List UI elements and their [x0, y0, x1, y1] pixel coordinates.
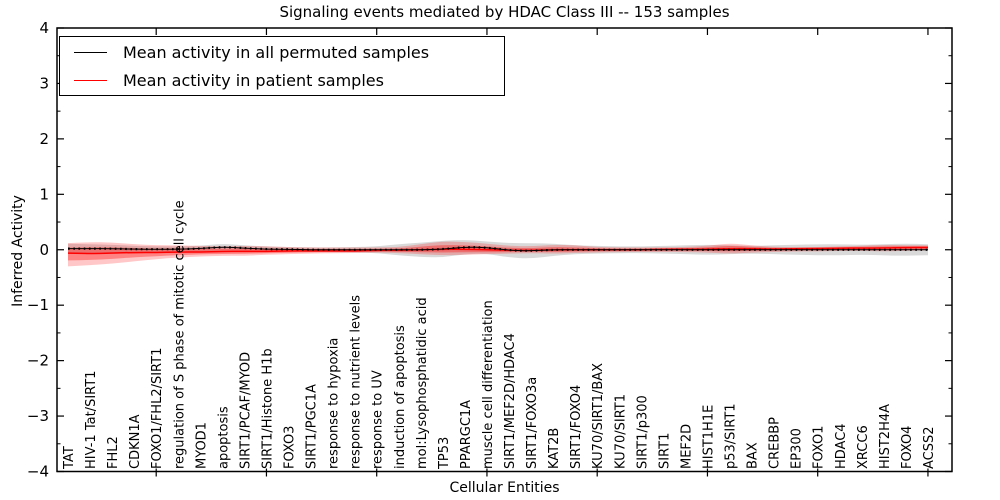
x-category-label: KU70/SIRT1/BAX [591, 363, 606, 469]
y-tick-label: 4 [39, 19, 49, 37]
x-category-label: TAT [62, 446, 77, 470]
x-axis-title: Cellular Entities [449, 480, 560, 496]
x-category-label: p53/SIRT1 [724, 403, 739, 469]
x-category-label: KU70/SIRT1 [613, 394, 628, 469]
x-category-label: SIRT1/FOXO4 [569, 385, 584, 469]
x-category-label: ACSS2 [922, 426, 937, 469]
x-category-label: SIRT1/FOXO3a [525, 377, 540, 469]
x-category-label: HIST1H1E [701, 405, 716, 469]
x-category-label: response to UV [371, 370, 386, 469]
x-category-label: response to hypoxia [327, 338, 342, 469]
y-tick-label: 1 [39, 185, 49, 203]
y-tick-label: 0 [39, 241, 49, 259]
x-category-label: TP53 [437, 437, 452, 470]
x-category-label: FOXO4 [900, 426, 915, 469]
x-category-label: response to nutrient levels [349, 295, 364, 469]
x-category-label: KAT2B [547, 428, 562, 469]
x-category-label: HDAC4 [834, 423, 849, 469]
x-category-label: apoptosis [216, 406, 231, 469]
legend-line-patient-icon [74, 79, 107, 81]
y-tick-label: 3 [39, 74, 49, 92]
x-category-label: FOXO1/FHL2/SIRT1 [150, 348, 165, 469]
y-tick-label: −2 [27, 352, 49, 370]
x-category-label: SIRT1/MEF2D/HDAC4 [503, 333, 518, 469]
legend: Mean activity in all permuted samples Me… [59, 36, 505, 96]
x-category-label: FOXO3 [283, 426, 298, 469]
x-category-label: regulation of S phase of mitotic cell cy… [172, 200, 187, 469]
legend-label-permuted: Mean activity in all permuted samples [123, 42, 430, 62]
x-category-label: EP300 [790, 428, 805, 469]
x-category-label: MYOD1 [194, 422, 209, 469]
x-category-label: CDKN1A [128, 414, 143, 469]
x-category-label: XRCC6 [856, 425, 871, 469]
y-axis-title: Inferred Activity [10, 195, 26, 307]
x-category-label: SIRT1/p300 [635, 395, 650, 469]
permuted-mean-markers [68, 246, 928, 252]
x-category-label: SIRT1/Histone H1b [260, 348, 275, 469]
y-tick-label: 2 [39, 130, 49, 148]
y-tick-label: −3 [27, 407, 49, 425]
x-category-label: CREBBP [768, 417, 783, 469]
legend-item-patient: Mean activity in patient samples [74, 67, 504, 93]
y-tick-label: −4 [27, 463, 49, 481]
x-category-label: muscle cell differentiation [481, 300, 496, 469]
x-category-label: MEF2D [679, 424, 694, 469]
x-category-label: HIV-1 Tat/SIRT1 [84, 371, 99, 469]
x-category-label: HIST2H4A [878, 404, 893, 469]
x-category-label: FHL2 [106, 436, 121, 469]
chart-title: Signaling events mediated by HDAC Class … [279, 3, 730, 21]
x-category-label: PPARGC1A [459, 400, 474, 469]
x-category-label: SIRT1/PCAF/MYOD [238, 352, 253, 469]
x-category-label: FOXO1 [812, 426, 827, 469]
legend-item-permuted: Mean activity in all permuted samples [74, 39, 504, 65]
patient-band-outer [68, 241, 928, 267]
x-category-label: SIRT1 [657, 433, 672, 469]
legend-label-patient: Mean activity in patient samples [123, 70, 384, 90]
x-category-label: BAX [746, 442, 761, 469]
legend-line-permuted-icon [74, 51, 107, 53]
x-category-label: induction of apoptosis [393, 325, 408, 469]
y-tick-label: −1 [27, 296, 49, 314]
x-category-label: mol:Lysophosphatidic acid [415, 297, 430, 469]
x-category-label: SIRT1/PGC1A [305, 384, 320, 469]
